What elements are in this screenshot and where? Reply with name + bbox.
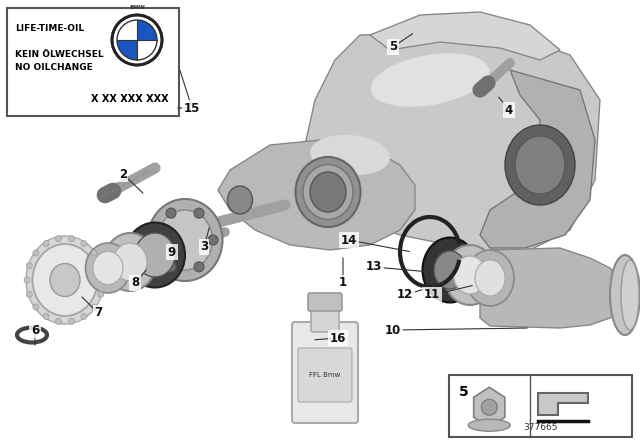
Circle shape: [98, 291, 104, 297]
Circle shape: [481, 399, 497, 415]
Text: FFL Bmw: FFL Bmw: [309, 372, 340, 378]
Ellipse shape: [475, 260, 505, 296]
Ellipse shape: [468, 419, 510, 431]
FancyBboxPatch shape: [298, 348, 352, 402]
Text: KEIN ÖLWECHSEL: KEIN ÖLWECHSEL: [15, 50, 104, 59]
Polygon shape: [538, 393, 588, 415]
Text: 3: 3: [200, 241, 208, 254]
Circle shape: [112, 15, 162, 65]
Bar: [449, 375, 632, 437]
FancyBboxPatch shape: [292, 322, 358, 423]
Circle shape: [43, 313, 49, 319]
Text: 2: 2: [119, 168, 127, 181]
Circle shape: [26, 263, 32, 269]
Text: 16: 16: [330, 332, 346, 345]
Circle shape: [56, 236, 61, 241]
Ellipse shape: [93, 251, 123, 284]
Ellipse shape: [113, 243, 147, 281]
Ellipse shape: [610, 255, 640, 335]
Polygon shape: [370, 12, 560, 60]
Text: 8: 8: [131, 276, 139, 289]
Circle shape: [43, 241, 49, 247]
Text: 11: 11: [424, 289, 440, 302]
Ellipse shape: [104, 233, 156, 291]
Ellipse shape: [125, 223, 185, 288]
Circle shape: [91, 304, 97, 310]
Circle shape: [68, 319, 75, 324]
Wedge shape: [137, 40, 157, 60]
Text: 12: 12: [397, 289, 413, 302]
Ellipse shape: [135, 233, 175, 277]
Ellipse shape: [26, 236, 104, 324]
Ellipse shape: [303, 164, 353, 220]
Text: LIFE-TIME-OIL: LIFE-TIME-OIL: [15, 24, 84, 33]
Ellipse shape: [505, 125, 575, 205]
Ellipse shape: [371, 53, 489, 107]
Circle shape: [26, 291, 32, 297]
Ellipse shape: [157, 210, 212, 270]
Text: 377665: 377665: [524, 423, 557, 432]
FancyBboxPatch shape: [308, 293, 342, 311]
Circle shape: [194, 262, 204, 272]
Ellipse shape: [33, 244, 97, 316]
Circle shape: [152, 235, 162, 245]
Ellipse shape: [147, 199, 223, 281]
Circle shape: [98, 263, 104, 269]
Circle shape: [208, 235, 218, 245]
Text: X XX XXX XXX: X XX XXX XXX: [92, 94, 169, 104]
Polygon shape: [480, 70, 595, 248]
Ellipse shape: [227, 186, 253, 214]
Ellipse shape: [422, 237, 477, 302]
Ellipse shape: [515, 136, 565, 194]
Ellipse shape: [50, 263, 80, 297]
Text: 15: 15: [184, 102, 200, 115]
Text: 10: 10: [385, 323, 401, 336]
Ellipse shape: [454, 256, 486, 294]
Polygon shape: [305, 30, 600, 255]
Text: 1: 1: [339, 276, 347, 289]
Text: 9: 9: [168, 246, 176, 258]
Ellipse shape: [310, 135, 390, 175]
Text: 14: 14: [341, 233, 357, 246]
Wedge shape: [137, 20, 157, 40]
Ellipse shape: [86, 243, 131, 293]
Text: 5: 5: [389, 40, 397, 53]
Circle shape: [91, 250, 97, 256]
Polygon shape: [218, 140, 415, 250]
Text: 7: 7: [94, 306, 102, 319]
Circle shape: [24, 277, 30, 283]
Ellipse shape: [296, 157, 360, 227]
Circle shape: [166, 208, 176, 218]
Text: NO OILCHANGE: NO OILCHANGE: [15, 63, 93, 72]
FancyBboxPatch shape: [311, 303, 339, 332]
Text: 4: 4: [505, 103, 513, 116]
Polygon shape: [474, 387, 505, 427]
Ellipse shape: [466, 250, 514, 306]
Wedge shape: [117, 40, 137, 60]
Circle shape: [33, 304, 39, 310]
Circle shape: [68, 236, 75, 241]
Ellipse shape: [434, 251, 466, 289]
Text: 5: 5: [459, 385, 468, 399]
Text: 13: 13: [366, 260, 382, 273]
Circle shape: [33, 250, 39, 256]
Text: BMW: BMW: [129, 5, 145, 10]
Text: 6: 6: [31, 323, 39, 336]
Bar: [7, 8, 179, 116]
Polygon shape: [480, 248, 625, 328]
Ellipse shape: [444, 245, 496, 305]
Circle shape: [56, 319, 61, 324]
Circle shape: [81, 313, 87, 319]
Circle shape: [100, 277, 106, 283]
Circle shape: [194, 208, 204, 218]
Circle shape: [81, 241, 87, 247]
Ellipse shape: [621, 260, 639, 330]
Wedge shape: [117, 20, 137, 40]
Circle shape: [166, 262, 176, 272]
Ellipse shape: [310, 172, 346, 212]
